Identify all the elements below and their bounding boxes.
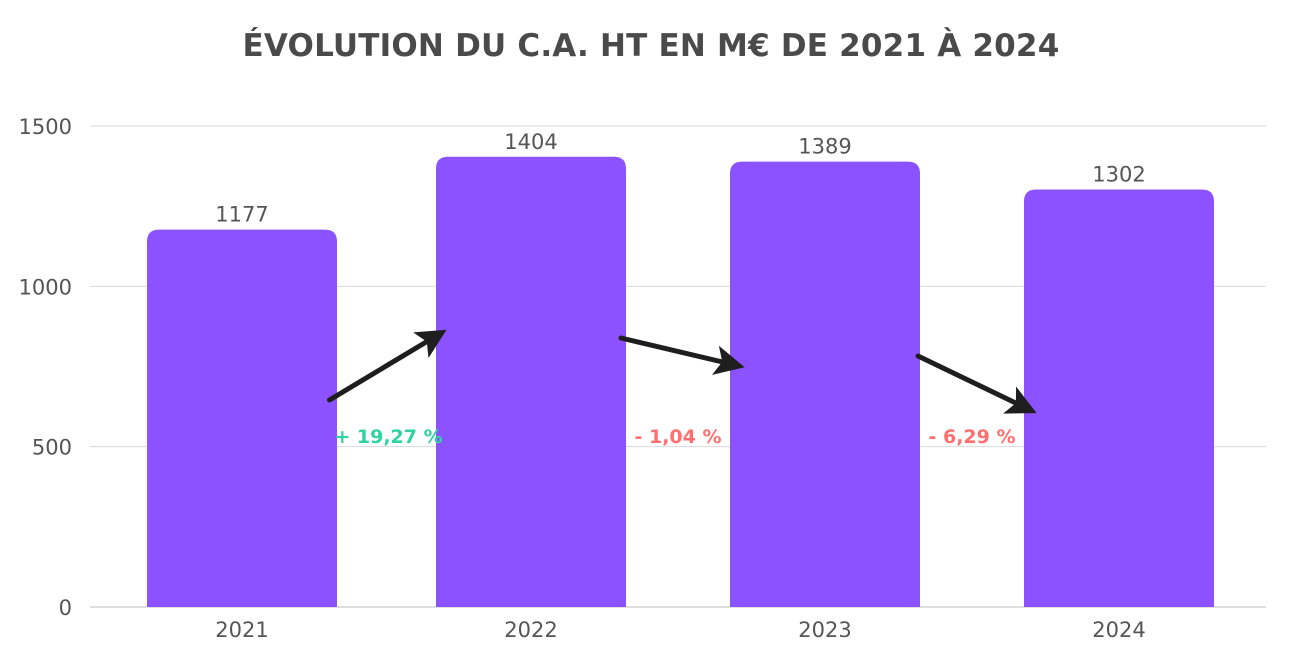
bar-2021 [147,229,337,608]
arrow-down-icon [915,353,1037,414]
bar-2022 [436,156,626,607]
data-label-2022: 1404 [504,130,557,154]
bar-2023 [730,161,920,607]
bar-2024 [1024,189,1214,607]
data-label-2023: 1389 [798,135,851,159]
change-annotations: + 19,27 % - 1,04 % - 6,29 % [327,329,1037,448]
change-label-2: - 1,04 % [634,426,721,448]
y-tick-label: 1000 [19,275,72,299]
arrow-up-icon [327,329,447,403]
y-tick-label: 1500 [19,115,72,139]
change-label-1: + 19,27 % [334,426,442,448]
data-label-2021: 1177 [215,203,268,227]
data-label-2024: 1302 [1092,162,1145,186]
data-labels: 1177 1404 1389 1302 [215,130,1145,227]
x-tick-label-2023: 2023 [798,618,851,642]
x-tick-label-2021: 2021 [215,618,268,642]
y-tick-label: 500 [32,436,72,460]
bars [147,156,1214,608]
x-tick-label-2024: 2024 [1092,618,1145,642]
arrow-down-icon [618,335,745,375]
y-axis-ticks: 0 500 1000 1500 [19,115,72,620]
y-tick-label: 0 [59,596,72,620]
x-axis-ticks: 2021 2022 2023 2024 [215,618,1145,642]
x-tick-label-2022: 2022 [504,618,557,642]
change-label-3: - 6,29 % [928,426,1015,448]
chart-title: ÉVOLUTION DU C.A. HT EN M€ DE 2021 À 202… [242,28,1060,64]
